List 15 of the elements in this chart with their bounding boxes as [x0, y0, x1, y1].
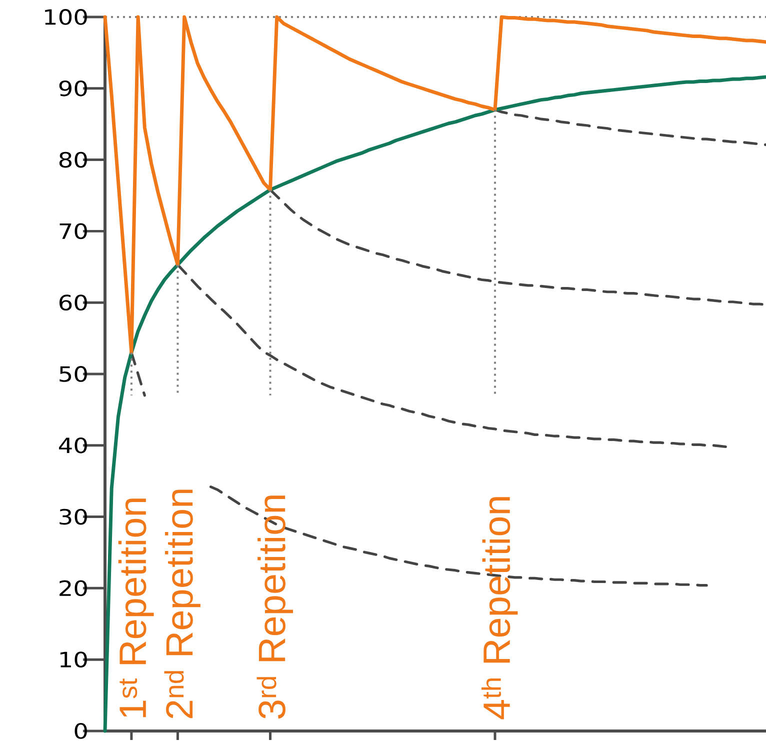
annotation: 1$^{st}$ Repetition — [118, 498, 154, 718]
y-tick-label: 40 — [58, 437, 87, 454]
y-tick-label: 80 — [59, 152, 87, 168]
y-tick-label: 90 — [59, 80, 87, 96]
y-tick-label: 100 — [45, 9, 87, 25]
y-tick-label: 30 — [60, 508, 87, 525]
y-tick-label: 70 — [60, 223, 87, 240]
y-tick-label: 50 — [60, 366, 87, 382]
y-tick-label: 60 — [60, 294, 87, 311]
y-tick-label: 0 — [74, 723, 87, 739]
annotation: 2$^{nd}$ Repetition — [164, 490, 200, 718]
y-tick-label: 10 — [60, 652, 87, 668]
annotation: 3$^{rd}$ Repetition — [256, 496, 293, 719]
y-tick-label: 20 — [60, 580, 87, 596]
annotation: 4$^{th}$ Repetition — [482, 497, 518, 720]
